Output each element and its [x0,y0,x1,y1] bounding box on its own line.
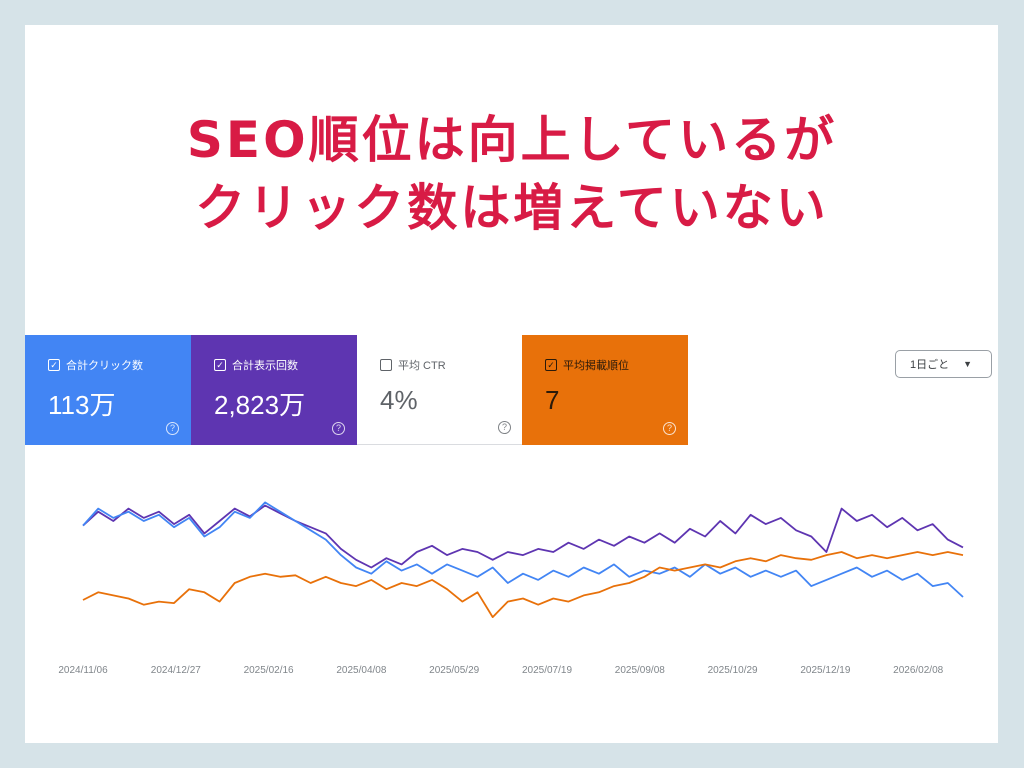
x-tick-label: 2025/12/19 [800,665,850,676]
x-tick-label: 2025/05/29 [429,665,479,676]
metric-label: 合計クリック数 [66,360,143,372]
granularity-value: 1日ごと [910,359,950,371]
x-tick-label: 2025/07/19 [522,665,572,676]
help-icon[interactable]: ? [663,422,676,435]
series-line-1 [82,501,964,598]
checkbox-checked-icon[interactable]: ✓ [214,359,226,371]
metric-label: 平均掲載順位 [563,360,629,372]
metric-value: 113万 [48,390,116,420]
x-tick-label: 2025/04/08 [336,665,386,676]
help-icon[interactable]: ? [498,421,511,434]
metric-total-impressions[interactable]: ✓ 合計表示回数 2,823万 ? [191,335,357,445]
checkbox-unchecked-icon[interactable] [380,359,392,371]
metric-label: 平均 CTR [398,360,446,372]
checkbox-checked-icon[interactable]: ✓ [48,359,60,371]
metric-value: 2,823万 [214,390,306,420]
series-line-0 [82,504,964,569]
x-tick-label: 2024/12/27 [151,665,201,676]
help-icon[interactable]: ? [166,422,179,435]
metric-value: 7 [545,385,560,415]
x-tick-label: 2026/02/08 [893,665,943,676]
x-tick-label: 2025/09/08 [615,665,665,676]
granularity-dropdown[interactable]: 1日ごと ▼ [895,350,992,378]
metric-total-clicks[interactable]: ✓ 合計クリック数 113万 ? [25,335,191,445]
caret-down-icon: ▼ [963,359,973,369]
metric-average-position[interactable]: ✓ 平均掲載順位 7 ? [522,335,688,445]
x-tick-label: 2025/02/16 [244,665,294,676]
x-tick-label: 2024/11/06 [58,665,108,676]
metric-average-ctr[interactable]: 平均 CTR 4% ? [357,335,523,445]
help-icon[interactable]: ? [332,422,345,435]
headline-line-1: SEO順位は向上しているが [186,111,838,169]
metric-value: 4% [380,385,418,415]
metric-label: 合計表示回数 [232,360,298,372]
x-tick-label: 2025/10/29 [708,665,758,676]
series-line-2 [82,551,964,618]
checkbox-checked-icon[interactable]: ✓ [545,359,557,371]
headline-line-2: クリック数は増えていない [195,179,829,237]
